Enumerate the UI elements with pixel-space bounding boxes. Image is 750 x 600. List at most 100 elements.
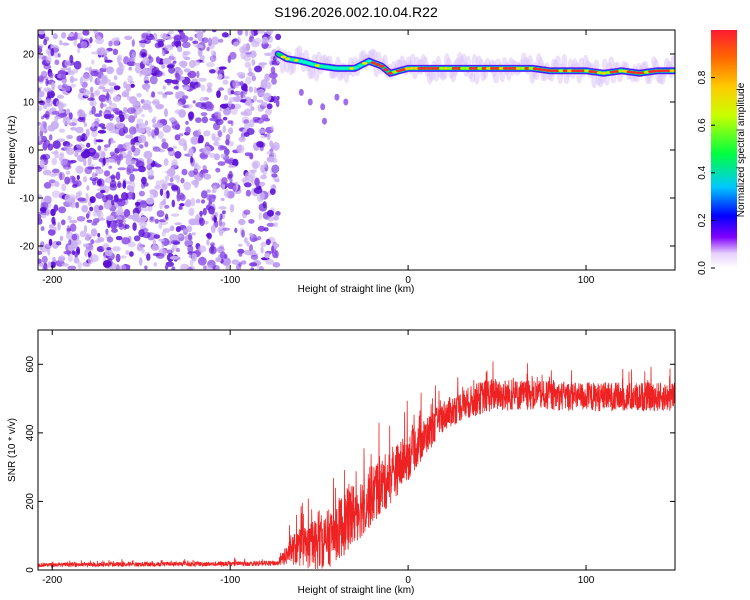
noise-speck (58, 172, 65, 181)
noise-speck (136, 245, 144, 252)
noise-speck (86, 219, 93, 223)
ridge-peak (528, 67, 534, 70)
noise-speck (133, 151, 139, 157)
noise-speck (83, 225, 88, 233)
noise-speck (40, 202, 49, 210)
noise-speck (98, 86, 106, 90)
noise-speck (241, 178, 246, 182)
noise-speck (153, 262, 158, 267)
noise-speck (166, 64, 174, 69)
ridge-peak (571, 69, 577, 73)
noise-speck (264, 52, 273, 57)
ridge-peak (545, 69, 552, 72)
noise-speck (151, 245, 160, 251)
noise-speck (138, 257, 143, 266)
noise-speck (62, 83, 68, 89)
noise-speck (188, 147, 194, 157)
noise-speck (148, 69, 152, 75)
noise-speck (141, 207, 149, 212)
noise-speck (268, 72, 278, 79)
noise-speck (135, 122, 142, 128)
noise-speck (128, 126, 137, 135)
noise-speck (247, 72, 255, 77)
noise-speck (238, 252, 243, 257)
noise-speck (251, 58, 255, 67)
noise-speck (178, 69, 183, 76)
noise-speck (70, 69, 79, 74)
noise-speck (65, 108, 71, 116)
noise-speck (89, 100, 94, 107)
noise-speck (157, 131, 164, 139)
noise-speck (228, 170, 233, 179)
noise-speck (208, 152, 216, 158)
noise-speck (265, 81, 272, 90)
noise-speck (189, 59, 196, 69)
noise-speck (231, 259, 240, 265)
noise-speck (151, 118, 156, 124)
snr-series-line (38, 361, 675, 570)
ridge-peak (541, 68, 547, 72)
noise-speck (106, 247, 112, 251)
noise-speck (45, 208, 51, 216)
noise-speck (223, 189, 230, 198)
noise-speck (241, 229, 245, 238)
noise-speck (168, 30, 174, 35)
noise-speck (107, 223, 111, 228)
noise-speck (263, 117, 271, 122)
noise-speck (176, 193, 181, 202)
noise-speck (123, 113, 130, 120)
ridge-blob (334, 93, 340, 101)
noise-speck (169, 177, 174, 183)
noise-speck (245, 51, 252, 55)
noise-speck (54, 118, 58, 122)
noise-speck (206, 87, 213, 93)
noise-speck (212, 30, 217, 33)
noise-speck (117, 180, 122, 189)
ridge-peak (490, 67, 496, 70)
ridge-peak (579, 69, 586, 73)
noise-speck (78, 190, 83, 197)
noise-speck (251, 160, 261, 169)
noise-speck (96, 47, 106, 56)
noise-speck (87, 97, 95, 101)
noise-speck (176, 72, 181, 81)
noise-speck (157, 40, 164, 48)
noise-speck (249, 262, 258, 267)
ridge-peak (314, 64, 321, 67)
noise-speck (47, 88, 52, 92)
spectrogram-x-tick-label: 0 (405, 275, 411, 286)
noise-speck (76, 248, 80, 255)
noise-speck (52, 168, 60, 174)
noise-speck (85, 213, 90, 219)
noise-speck (173, 85, 179, 90)
noise-speck (54, 149, 59, 159)
noise-speck (253, 187, 263, 194)
ridge-peak (566, 69, 573, 73)
noise-speck (108, 82, 117, 87)
noise-speck (166, 249, 173, 254)
ridge-peak (340, 67, 347, 70)
noise-speck (202, 207, 207, 216)
noise-speck (59, 235, 64, 242)
noise-speck (221, 177, 228, 185)
ridge-peak (468, 67, 475, 70)
noise-speck (219, 103, 228, 109)
noise-speck (67, 253, 73, 263)
noise-speck (248, 67, 252, 73)
noise-speck (146, 253, 151, 261)
noise-speck (109, 123, 114, 130)
noise-speck (163, 192, 167, 201)
noise-speck (206, 61, 215, 68)
noise-speck (170, 53, 174, 60)
noise-speck (190, 161, 199, 167)
noise-speck (250, 106, 255, 111)
noise-speck (244, 236, 248, 243)
spectrogram-y-tick-label: 0 (28, 146, 34, 157)
noise-speck (125, 153, 132, 162)
noise-speck (130, 83, 135, 88)
noise-speck (114, 219, 124, 224)
noise-speck (252, 116, 261, 121)
noise-speck (169, 255, 179, 260)
noise-speck (38, 262, 44, 267)
noise-speck (139, 106, 144, 113)
